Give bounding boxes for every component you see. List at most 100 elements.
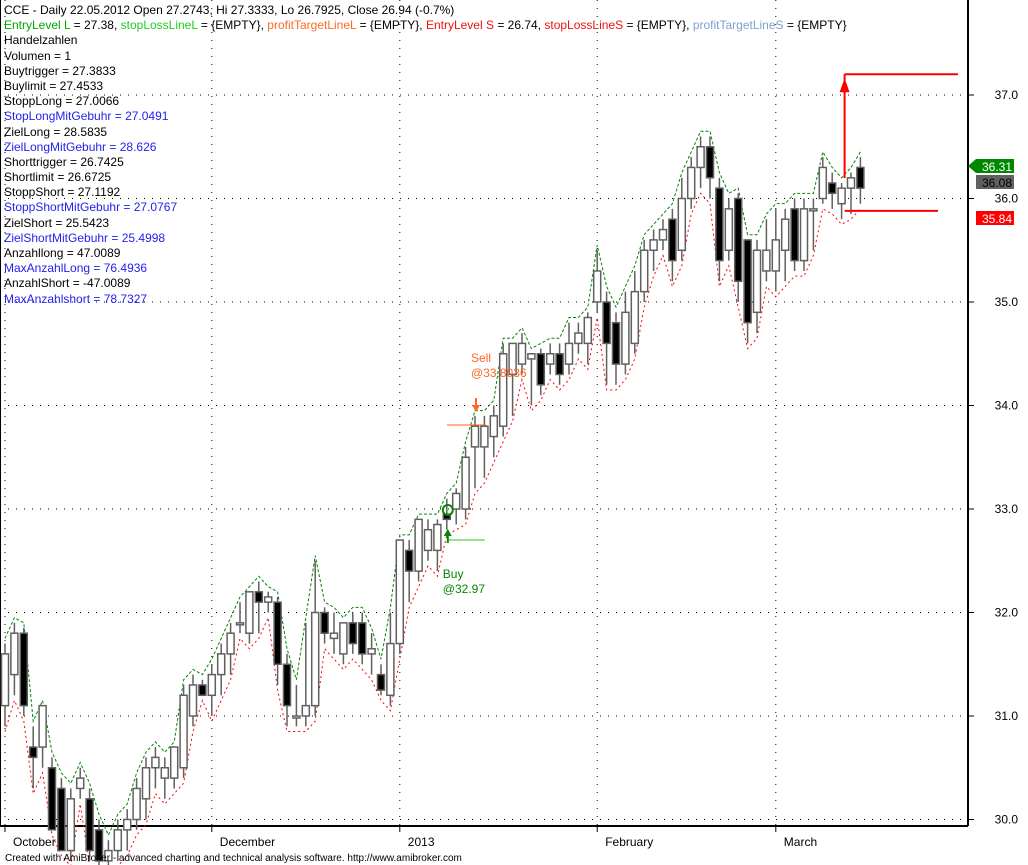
stat-line: ZielShort = 25.5423 [4,215,110,230]
x-tick-label: October [13,835,56,849]
candle [414,518,423,582]
candle-body [122,818,132,831]
candle-body [320,611,329,634]
candle-body [517,342,527,365]
stat-line: Buylimit = 27.4533 [4,78,104,93]
candle [292,684,301,727]
candle-body [235,622,245,626]
candle [10,622,19,696]
candle [508,342,517,416]
candle-body [715,187,724,262]
candle [592,250,602,313]
candle-body [179,694,188,769]
price-tag-box [976,175,1014,189]
candle [846,172,856,215]
candle-body [809,208,818,212]
candle [574,322,583,354]
candle [668,208,677,282]
candle-body [536,353,546,386]
candle-body [527,353,536,360]
candle-body [376,673,386,691]
candle-body [28,746,38,759]
candle [386,612,395,706]
candle [113,819,123,861]
candle-body [47,767,57,831]
candle-body [339,622,348,655]
candle [564,322,574,375]
y-tick-label: 37.0 [995,88,1019,102]
candle-body [677,197,687,251]
candle [122,809,132,851]
candle [94,819,104,865]
stat-line: AnzahlShort = -47.0089 [4,276,131,291]
candle [38,704,47,768]
candle [254,581,264,634]
price-tag: 35.84 [976,211,1014,226]
candle [47,757,57,831]
candle [498,343,508,437]
candle [141,757,151,820]
candle-body [564,342,574,365]
candle-body [245,591,254,634]
candle-body [470,425,480,448]
y-tick-label: 31.0 [995,709,1019,723]
candle [198,679,207,697]
candle-body [160,767,170,779]
y-tick-label: 36.0 [995,192,1019,206]
candle-body [461,456,470,510]
stat-line: Anzahllong = 47.0089 [4,246,121,260]
candle-body [799,208,809,262]
candle-body [113,829,123,852]
candle [151,747,160,789]
candle-body [94,829,104,862]
candle [837,182,846,220]
candle-body [480,425,489,448]
candle [470,415,480,489]
param-value: = {EMPTY} [783,18,847,33]
candle [461,446,470,520]
title-line: CCE - Daily 22.05.2012 Open 27.2743, Hi … [4,3,455,17]
y-tick-label: 33.0 [995,502,1019,516]
candle-body [780,218,790,251]
x-tick-label: December [220,835,275,849]
candle-body [451,492,461,510]
candle-body [404,549,414,572]
candle [762,219,771,282]
candle [536,348,546,396]
candle-body [169,746,179,779]
candle-body [207,673,217,697]
stat-line: StoppLong = 27.0066 [4,94,120,109]
price-tag: 36.08 [976,175,1014,190]
candle-body [254,591,264,603]
candle-body [574,332,583,345]
y-tick-label: 34.0 [995,399,1019,413]
buy-label: Buy [443,567,464,581]
stat-line: Shorttrigger = 26.7425 [4,154,124,169]
candle-body [10,632,19,676]
candle-body [357,622,367,655]
candle-body [724,208,734,252]
stats-list: Handelzahlen Volumen = 1 Buytrigger = 27.3… [4,33,847,305]
candle-body [639,249,649,293]
candle-body [733,197,743,283]
param-value: = {EMPTY}, [356,18,426,33]
candle [517,333,527,375]
x-tick-label: 2013 [408,835,435,849]
candle-body [329,632,339,640]
candle [856,157,865,204]
candle [639,239,649,302]
target-arrow-icon [839,78,850,93]
candle-body [273,601,282,666]
candle [207,664,217,716]
candle [329,612,339,654]
stat-line: ZielLongMitGebuhr = 28.626 [4,139,157,154]
candle [179,684,188,779]
candle-body [545,353,555,365]
param-label: EntryLevel S [425,18,494,33]
param-value: = {EMPTY}, [623,18,693,33]
candle-body [686,166,696,200]
candle [376,664,386,696]
candle-body [743,239,752,324]
candle-body [790,208,799,262]
